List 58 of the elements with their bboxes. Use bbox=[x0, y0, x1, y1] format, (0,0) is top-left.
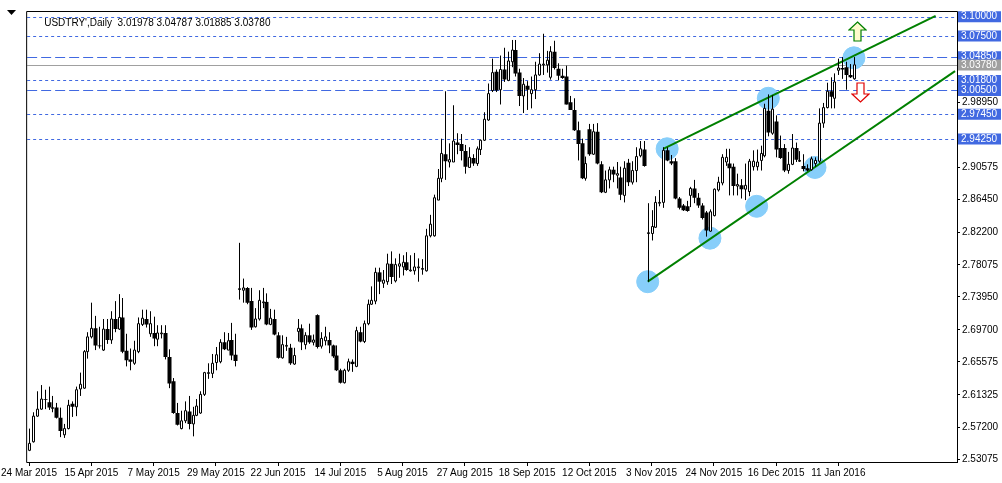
x-tick-label: 27 Aug 2015 bbox=[436, 466, 494, 478]
x-tick-label: 14 Jul 2015 bbox=[314, 466, 367, 478]
y-tick-label: 2.90575 bbox=[962, 161, 999, 173]
candlestick bbox=[233, 333, 238, 367]
ref-line-label: 3.04850 bbox=[961, 50, 998, 62]
ref-line-label: 3.03780 bbox=[961, 58, 998, 70]
x-tick-label: 7 May 2015 bbox=[127, 466, 181, 478]
ref-line-label: 3.10000 bbox=[961, 10, 998, 22]
candlestick bbox=[731, 163, 736, 196]
y-tick-label: 2.98950 bbox=[962, 96, 999, 108]
ref-line-label: 3.07500 bbox=[961, 29, 998, 41]
candlestick bbox=[833, 72, 836, 109]
x-tick-label: 5 Aug 2015 bbox=[377, 466, 429, 478]
candlestick bbox=[43, 389, 48, 410]
y-tick-label: 2.69700 bbox=[962, 323, 999, 335]
ref-line-label: 3.01800 bbox=[961, 74, 998, 86]
point bbox=[636, 270, 660, 294]
candlestick bbox=[494, 69, 499, 93]
candlestick bbox=[93, 315, 98, 351]
candlestick bbox=[128, 348, 133, 371]
ref-line-label: 2.94250 bbox=[961, 132, 998, 144]
x-tick-label: 24 Nov 2015 bbox=[685, 466, 743, 478]
x-tick-label: 18 Sep 2015 bbox=[498, 466, 556, 478]
candlestick bbox=[238, 242, 241, 301]
y-tick-label: 2.53075 bbox=[962, 452, 999, 464]
candlestick bbox=[739, 178, 744, 200]
y-tick-label: 2.57200 bbox=[962, 420, 999, 432]
x-tick-label: 15 Apr 2015 bbox=[64, 466, 119, 478]
y-tick-label: 2.82200 bbox=[962, 226, 999, 238]
x-tick-label: 12 Oct 2015 bbox=[562, 466, 618, 478]
candlestick bbox=[704, 210, 709, 238]
x-tick-label: 24 Mar 2015 bbox=[1, 466, 58, 478]
ref-line-label: 3.00500 bbox=[961, 84, 998, 96]
y-tick-label: 2.73950 bbox=[962, 290, 999, 302]
x-tick-label: 16 Dec 2015 bbox=[747, 466, 805, 478]
x-tick-label: 22 Jun 2015 bbox=[250, 466, 307, 478]
candlestick bbox=[327, 331, 332, 354]
candlestick bbox=[618, 166, 623, 201]
candlestick bbox=[631, 160, 634, 186]
y-tick-label: 2.86450 bbox=[962, 193, 999, 205]
text: USDTRY',Daily 3.01978 3.04787 3.01885 3.03780 bbox=[44, 16, 271, 28]
x-tick-label: 3 Nov 2015 bbox=[626, 466, 678, 478]
candlestick bbox=[398, 253, 401, 279]
x-tick-label: 29 May 2015 bbox=[186, 466, 246, 478]
y-tick-label: 2.78075 bbox=[962, 258, 999, 270]
candlestick bbox=[389, 250, 394, 285]
candlestick bbox=[525, 80, 530, 111]
y-tick-label: 2.61325 bbox=[962, 388, 999, 400]
y-tick-label: 2.65575 bbox=[962, 355, 999, 367]
candlestick bbox=[443, 90, 448, 181]
candlestick bbox=[507, 51, 510, 82]
candlestick bbox=[692, 179, 697, 204]
candlestick bbox=[215, 346, 218, 371]
ref-line-label: 2.97450 bbox=[961, 107, 998, 119]
x-tick-label: 11 Jan 2016 bbox=[811, 466, 866, 478]
candlestick bbox=[97, 326, 102, 350]
candlestick bbox=[463, 144, 468, 175]
candlestick bbox=[782, 143, 787, 173]
